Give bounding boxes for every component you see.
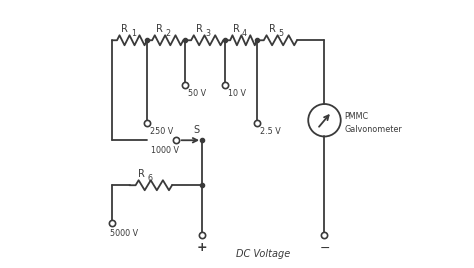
Text: R: R — [121, 24, 128, 34]
Text: 50 V: 50 V — [188, 89, 206, 98]
Text: 250 V: 250 V — [150, 126, 173, 136]
Text: R: R — [137, 169, 145, 179]
Text: R: R — [156, 24, 163, 34]
Text: 3: 3 — [206, 29, 211, 38]
Text: Galvonometer: Galvonometer — [345, 125, 402, 133]
Text: DC Voltage: DC Voltage — [236, 249, 291, 259]
Text: 5000 V: 5000 V — [109, 229, 137, 238]
Text: 1: 1 — [131, 29, 136, 38]
Text: 2: 2 — [166, 29, 171, 38]
Text: 4: 4 — [242, 29, 247, 38]
Text: S: S — [193, 125, 200, 135]
Text: 5: 5 — [278, 29, 283, 38]
Text: R: R — [269, 24, 276, 34]
Text: 2.5 V: 2.5 V — [260, 126, 281, 136]
Text: R: R — [196, 24, 203, 34]
Text: PMMC: PMMC — [345, 112, 369, 121]
Text: 1000 V: 1000 V — [151, 147, 179, 155]
Text: 10 V: 10 V — [228, 89, 246, 98]
Text: +: + — [197, 241, 207, 255]
Text: 6: 6 — [147, 174, 152, 183]
Text: R: R — [233, 24, 239, 34]
Text: −: − — [319, 241, 330, 255]
